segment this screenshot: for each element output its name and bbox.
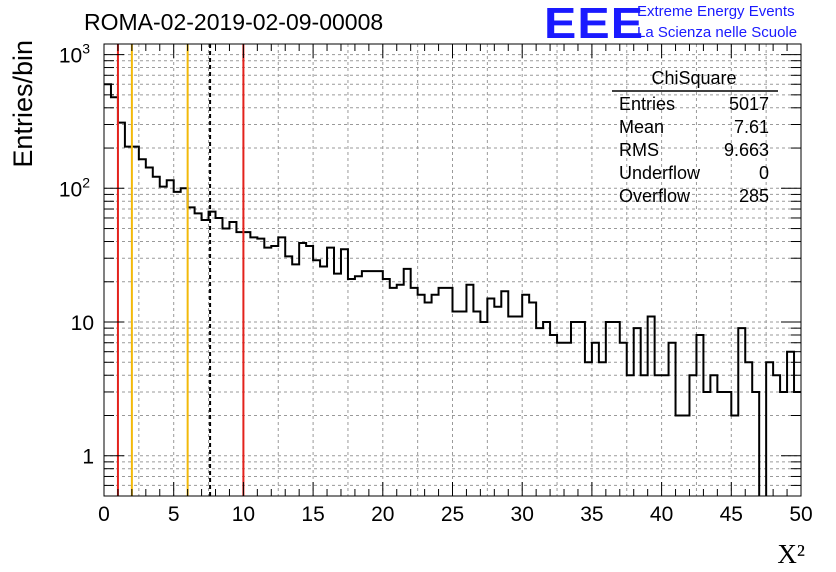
stats-value-underflow: 0 [759, 163, 769, 183]
x-tick-label-45: 45 [720, 503, 743, 526]
x-axis-title: X² [777, 539, 805, 569]
stats-label-entries: Entries [619, 94, 675, 114]
stats-value-mean: 7.61 [734, 117, 769, 137]
x-tick-label-30: 30 [511, 503, 534, 526]
stats-label-mean: Mean [619, 117, 664, 137]
stats-label-overflow: Overflow [619, 186, 691, 206]
x-tick-label-50: 50 [789, 503, 812, 526]
y-tick-label-100: 102 [59, 174, 90, 201]
histogram-line [104, 83, 801, 496]
x-tick-label-0: 0 [98, 503, 110, 526]
x-tick-label-20: 20 [371, 503, 394, 526]
y-tick-label-1000: 103 [59, 41, 90, 68]
x-tick-label-5: 5 [168, 503, 180, 526]
y-tick-label-10: 10 [71, 312, 94, 335]
stats-value-entries: 5017 [729, 94, 769, 114]
eee-logo: EEE [544, 0, 645, 48]
stats-label-underflow: Underflow [619, 163, 701, 183]
histogram-title: ROMA-02-2019-02-09-00008 [84, 9, 384, 35]
y-tick-label-1: 1 [82, 446, 94, 469]
y-axis-title: Entries/bin [8, 40, 38, 168]
stats-value-overflow: 285 [739, 186, 769, 206]
stats-value-rms: 9.663 [724, 140, 769, 160]
x-tick-label-35: 35 [580, 503, 603, 526]
x-tick-label-10: 10 [232, 503, 255, 526]
stats-label-rms: RMS [619, 140, 659, 160]
x-tick-label-15: 15 [301, 503, 324, 526]
x-tick-label-40: 40 [650, 503, 673, 526]
stats-box-title: ChiSquare [651, 68, 736, 88]
logo-subtitle-line2: La Scienza nelle Scuole [637, 24, 798, 41]
grid-lines [104, 44, 801, 496]
logo-subtitle-line1: Extreme Energy Events [637, 3, 795, 20]
x-tick-label-25: 25 [441, 503, 464, 526]
